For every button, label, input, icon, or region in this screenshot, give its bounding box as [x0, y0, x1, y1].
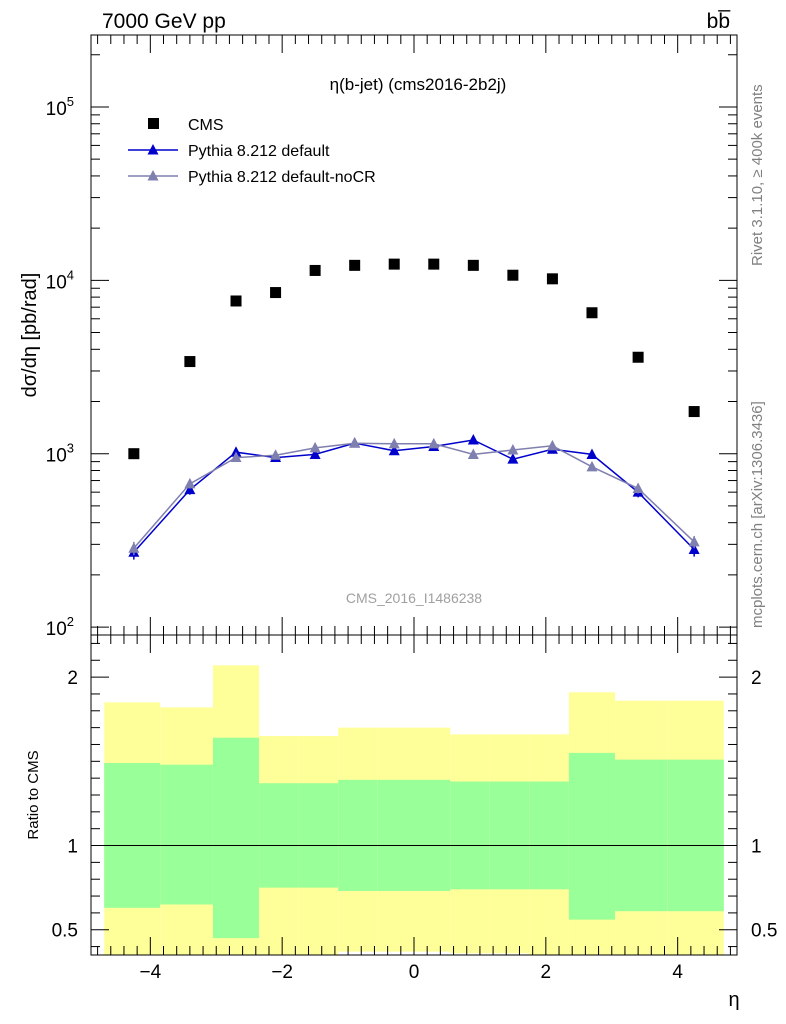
- data-point: [349, 259, 361, 271]
- rivet-label: Rivet 3.1.10, ≥ 400k events: [749, 84, 766, 266]
- y-tick-label: 105: [46, 94, 74, 120]
- data-point: [230, 446, 242, 457]
- ratio-tick-label-right: 1: [751, 837, 762, 858]
- data-point: [546, 273, 558, 285]
- inner-band: [450, 781, 490, 890]
- x-tick-label: −4: [139, 962, 161, 983]
- inner-band: [377, 779, 451, 891]
- data-point: [467, 448, 479, 459]
- main-title: η(b-jet) (cms2016-2b2j): [330, 75, 507, 94]
- data-point: [688, 535, 700, 547]
- legend-marker: [148, 118, 159, 129]
- inner-band: [212, 737, 260, 939]
- ratio-tick-label-left: 1: [67, 837, 78, 858]
- data-point: [349, 437, 361, 448]
- ratio-tick-label-right: 2: [751, 668, 762, 689]
- data-point: [184, 356, 196, 368]
- main-panel: 102 103 104 105 η(b-jet) (cms2016-2b2j) CMS…: [19, 34, 738, 640]
- data-point: [309, 448, 321, 459]
- x-tick-label: 4: [672, 962, 683, 983]
- inner-band: [259, 783, 299, 888]
- series-line: [133, 439, 695, 553]
- data-point: [184, 483, 196, 495]
- data-point: [586, 460, 598, 472]
- header-left: 7000 GeV pp: [102, 10, 226, 33]
- data-point: [388, 258, 400, 270]
- inner-band: [615, 759, 668, 912]
- data-point: [128, 448, 140, 460]
- main-ticks: 102 103 104 105: [46, 35, 737, 640]
- data-point: [586, 448, 598, 459]
- x-tick-label: 2: [541, 962, 552, 983]
- legend-marker: [147, 144, 159, 155]
- data-point: [586, 307, 598, 319]
- data-point: [428, 437, 440, 449]
- main-ylabel: dσ/dη [pb/rad]: [19, 273, 41, 398]
- data-point: [688, 406, 700, 418]
- legend-label: CMS: [188, 117, 224, 134]
- data-point: [688, 543, 700, 555]
- header-right: bb̅: [707, 10, 732, 33]
- data-point: [507, 453, 519, 464]
- data-point: [128, 542, 140, 553]
- ratio-tick-label-left: 0.5: [52, 921, 78, 942]
- data-point: [632, 482, 644, 493]
- y-tick-label: 104: [46, 267, 74, 293]
- data-point: [184, 477, 196, 489]
- data-point: [467, 259, 479, 271]
- inner-band: [529, 781, 569, 890]
- data-point: [388, 444, 400, 456]
- mcplots-label: mcplots.cern.ch [arXiv:1306.3436]: [749, 401, 766, 628]
- data-point: [546, 439, 558, 451]
- legend-marker: [147, 170, 159, 181]
- data-point: [632, 351, 644, 363]
- watermark: CMS_2016_I1486238: [346, 590, 482, 606]
- ratio-tick-label-right: 0.5: [751, 921, 777, 942]
- legend-label: Pythia 8.212 default: [188, 143, 330, 160]
- ratio-ticks: 0.5 0.5 1 1 2 2 −4 −2 0 2 4: [52, 635, 777, 983]
- x-tick-label: −2: [271, 962, 293, 983]
- data-point: [507, 269, 519, 281]
- x-tick-label: 0: [409, 962, 420, 983]
- main-series: [128, 258, 700, 560]
- ratio-tick-label-left: 2: [67, 668, 78, 689]
- data-point: [388, 437, 400, 449]
- inner-band: [667, 759, 724, 912]
- inner-band: [338, 779, 378, 891]
- ratio-ylabel: Ratio to CMS: [25, 750, 42, 839]
- inner-band: [568, 752, 616, 920]
- inner-band: [489, 781, 530, 890]
- ratio-bands: [91, 665, 737, 955]
- inner-band: [298, 783, 339, 888]
- data-point: [270, 287, 282, 299]
- data-point: [309, 441, 321, 453]
- y-tick-label: 102: [46, 614, 74, 640]
- data-point: [428, 258, 440, 270]
- series-line: [133, 442, 695, 549]
- y-tick-label: 103: [46, 441, 74, 467]
- inner-band: [104, 763, 161, 908]
- data-point: [230, 451, 242, 463]
- inner-band: [160, 764, 213, 905]
- data-point: [230, 295, 242, 307]
- data-point: [467, 433, 479, 445]
- x-axis-label: η: [728, 989, 739, 1011]
- ratio-frame: [90, 634, 738, 956]
- data-point: [270, 449, 282, 460]
- data-point: [507, 444, 519, 455]
- legend: CMS Pythia 8.212 default Pythia 8.212 defa…: [128, 117, 376, 186]
- legend-label: Pythia 8.212 default-noCR: [188, 169, 376, 186]
- ratio-panel: 0.5 0.5 1 1 2 2 −4 −2 0 2 4 Ratio to CMS η: [25, 634, 777, 1011]
- data-point: [309, 264, 321, 276]
